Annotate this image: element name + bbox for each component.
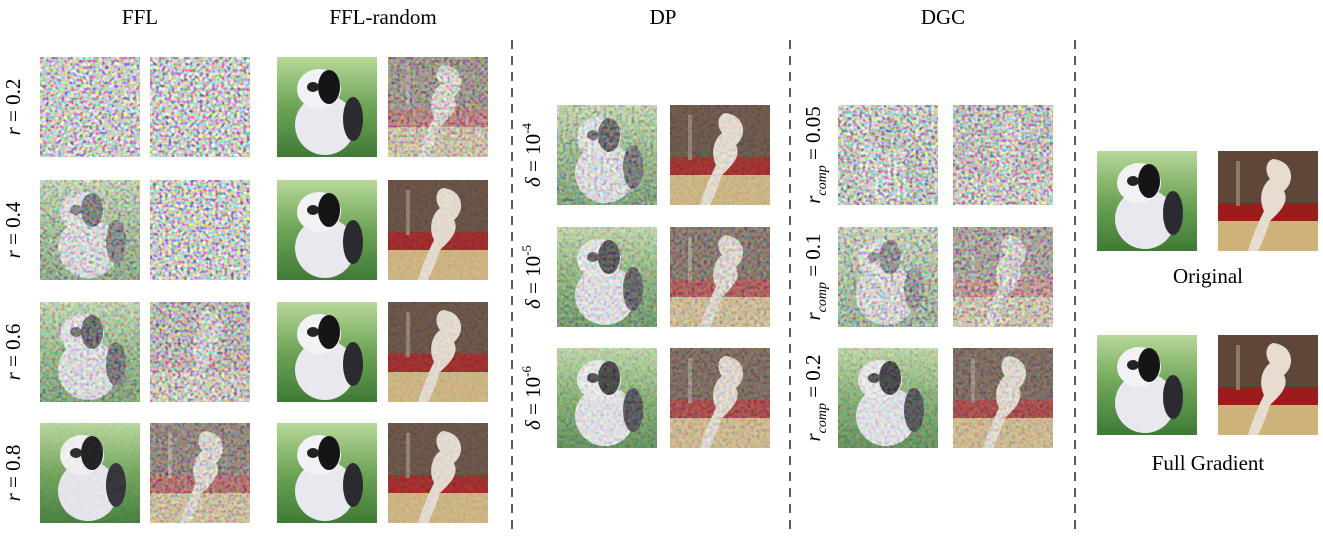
image-tile (557, 105, 657, 205)
column-title: FFL-random (329, 5, 436, 29)
image-tile (838, 105, 938, 205)
image-tile (1218, 335, 1318, 435)
caption: Full Gradient (1152, 451, 1265, 475)
image-tile (40, 57, 140, 157)
image-tile (388, 302, 488, 402)
label-sup: -5 (519, 245, 534, 256)
image-tile (150, 423, 250, 523)
image-tile (670, 348, 770, 448)
image-tile (838, 348, 938, 448)
label-sub: comp (815, 403, 830, 433)
image-tile (388, 180, 488, 280)
label-rest: = 10 (521, 377, 545, 420)
image-tile (557, 227, 657, 327)
label-rest: = 0.6 (1, 324, 25, 373)
label-rest: = 0.05 (801, 106, 825, 165)
image-tile (670, 105, 770, 205)
row-label: δ = 10-4 (519, 123, 545, 187)
label-sub: comp (815, 282, 830, 312)
row-label: rcomp = 0.1 (801, 233, 830, 320)
label-rest: = 0.1 (801, 233, 825, 282)
image-tile (277, 423, 377, 523)
image-tile (150, 180, 250, 280)
image-tile (277, 180, 377, 280)
row-label: rcomp = 0.05 (801, 106, 830, 204)
image-tile (40, 302, 140, 402)
image-tile (953, 105, 1053, 205)
image-tile (388, 57, 488, 157)
row-label: r = 0.6 (1, 324, 25, 381)
image-tile (150, 57, 250, 157)
label-rest: = 0.2 (801, 354, 825, 403)
label-rest: = 0.2 (1, 79, 25, 128)
row-label: r = 0.2 (1, 79, 25, 136)
label-sup: -6 (519, 366, 534, 377)
image-tile (1218, 151, 1318, 251)
image-tile (277, 302, 377, 402)
image-tile (388, 423, 488, 523)
column-title: DGC (921, 5, 965, 29)
image-tile (1097, 335, 1197, 435)
row-label: r = 0.8 (1, 445, 25, 502)
row-label: r = 0.4 (1, 201, 25, 258)
row-label: δ = 10-5 (519, 245, 545, 309)
row-label: δ = 10-6 (519, 366, 545, 430)
label-rest: = 10 (521, 256, 545, 299)
image-tile (953, 348, 1053, 448)
image-tile (40, 423, 140, 523)
image-tile (670, 227, 770, 327)
label-rest: = 10 (521, 134, 545, 177)
row-label: rcomp = 0.2 (801, 354, 830, 441)
image-tile (40, 180, 140, 280)
image-tile (838, 227, 938, 327)
column-title: DP (650, 5, 677, 29)
image-tile (150, 302, 250, 402)
image-tile (557, 348, 657, 448)
figure: FFL FFL-random DP DGC Original Full Grad… (0, 0, 1323, 534)
column-title: FFL (122, 5, 158, 29)
label-rest: = 0.8 (1, 445, 25, 494)
image-tile (953, 227, 1053, 327)
label-sub: comp (815, 165, 830, 195)
image-tile (1097, 151, 1197, 251)
label-sup: -4 (519, 123, 534, 134)
caption: Original (1173, 264, 1243, 288)
image-tile (277, 57, 377, 157)
label-rest: = 0.4 (1, 201, 25, 250)
